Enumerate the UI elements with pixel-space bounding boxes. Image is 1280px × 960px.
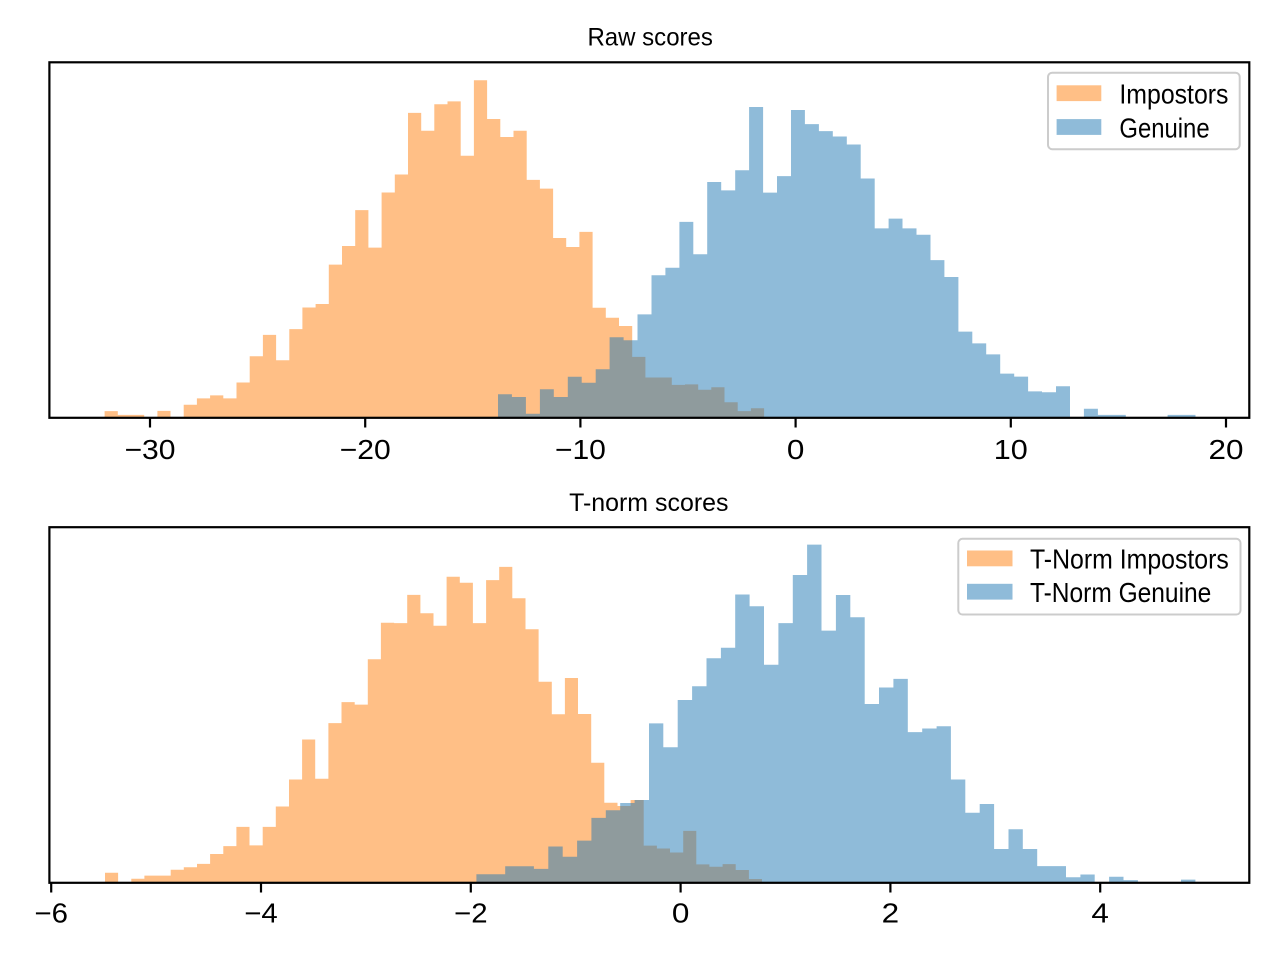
svg-text:10: 10 [994,434,1028,465]
svg-text:T-Norm Genuine: T-Norm Genuine [1030,577,1211,608]
svg-text:−4: −4 [244,898,278,929]
svg-text:20: 20 [1209,434,1244,465]
svg-text:−30: −30 [125,434,176,465]
svg-text:−20: −20 [340,434,391,465]
svg-text:0: 0 [787,434,805,465]
svg-text:0: 0 [672,898,690,929]
svg-text:Raw scores: Raw scores [587,25,713,52]
svg-text:−2: −2 [454,898,488,929]
svg-text:4: 4 [1091,898,1109,929]
svg-text:Genuine: Genuine [1119,112,1209,143]
svg-text:Impostors: Impostors [1119,79,1228,110]
svg-text:−10: −10 [555,434,606,465]
svg-text:T-norm scores: T-norm scores [569,490,728,517]
svg-text:−6: −6 [34,898,68,929]
svg-text:2: 2 [882,898,900,929]
svg-text:T-Norm Impostors: T-Norm Impostors [1030,544,1229,575]
